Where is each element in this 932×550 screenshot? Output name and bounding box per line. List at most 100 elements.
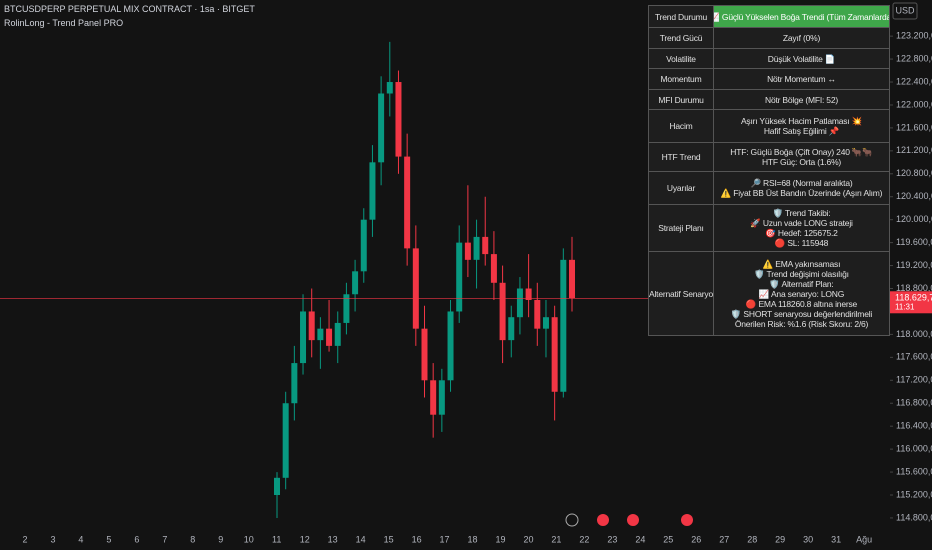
value-line: Nötr Bölge (MFI: 52)	[765, 94, 838, 105]
row-value: Nötr Bölge (MFI: 52)	[714, 90, 889, 109]
value-line: HTF Güç: Orta (1.6%)	[761, 157, 842, 167]
candle-body	[482, 236, 489, 255]
x-tick-label: 25	[663, 534, 673, 544]
price-axis-bg	[890, 0, 932, 550]
candle-body	[542, 317, 549, 329]
x-tick-label: 23	[607, 534, 617, 544]
panel-row: HTF Trend HTF: Güçlü Boğa (Çift Onay) 240…	[649, 142, 889, 171]
x-tick-label: 8	[190, 534, 195, 544]
value-line: 📈 Güçlü Yükselen Boğa Trendi (Tüm Zamanl…	[714, 11, 889, 22]
candle-body	[490, 254, 497, 283]
row-label: Momentum	[649, 69, 714, 89]
panel-row: Trend Durumu 📈 Güçlü Yükselen Boğa Trendi…	[649, 6, 889, 27]
row-value: Zayıf (0%)	[714, 28, 889, 48]
candle-body	[534, 299, 541, 329]
candle-body	[274, 477, 280, 496]
value-line: 🔎 RSI=68 (Normal aralıkta)	[750, 178, 853, 188]
y-tick-label: 118.800,0	[896, 283, 932, 293]
row-value: 📈 Güçlü Yükselen Boğa Trendi (Tüm Zamanl…	[714, 6, 889, 27]
candle-body	[343, 294, 350, 323]
candle-body	[412, 248, 419, 329]
x-tick-label: 4	[78, 534, 83, 544]
value-line: 🛡️ SHORT senaryosu değerlendirilmeli	[730, 308, 873, 319]
panel-row: Alternatif Senaryo ⚠️ EMA yakınsaması 🛡️ T…	[649, 251, 889, 335]
currency-box[interactable]	[892, 2, 918, 20]
y-tick-label: 121.600,0	[896, 122, 932, 132]
x-tick-label: 20	[523, 534, 533, 544]
row-value: Aşırı Yüksek Hacim Patlaması 💥 Hafif Satı…	[714, 110, 889, 142]
row-value: Düşük Volatilite 📄	[714, 49, 889, 68]
candle-body	[508, 317, 515, 341]
value-line: 🎯 Hedef: 125675.2	[765, 228, 838, 238]
x-tick-label: 2	[22, 534, 27, 544]
y-tick-label: 120.400,0	[896, 191, 932, 201]
x-tick-label: 17	[440, 534, 450, 544]
x-tick-label: 10	[244, 534, 254, 544]
y-tick-label: 115.600,0	[896, 466, 932, 476]
candle-body	[569, 259, 575, 299]
candle-body	[551, 317, 558, 392]
current-price-box	[890, 291, 932, 314]
panel-row: Hacim Aşırı Yüksek Hacim Patlaması 💥 Hafif…	[649, 109, 889, 142]
candle-body	[326, 328, 333, 346]
candle-body	[499, 282, 506, 341]
x-tick-label: Ağu	[856, 534, 872, 544]
value-line: 📈 Ana senaryo: LONG	[758, 288, 845, 299]
x-tick-label: 13	[328, 534, 338, 544]
candle-body	[456, 242, 463, 312]
y-tick-label: 120.800,0	[896, 168, 932, 178]
value-line: Hafif Satış Eğilimi 📌	[763, 126, 840, 136]
x-tick-label: 12	[300, 534, 310, 544]
panel-row: Momentum Nötr Momentum ↔	[649, 68, 889, 89]
row-label: Alternatif Senaryo	[649, 252, 714, 335]
x-tick-label: 14	[356, 534, 366, 544]
value-line: ⚠️ Fiyat BB Üst Bandın Üzerinde (Aşırı A…	[720, 188, 883, 198]
x-tick-label: 6	[134, 534, 139, 544]
x-tick-label: 19	[495, 534, 505, 544]
candle-body	[360, 219, 367, 272]
x-tick-label: 29	[775, 534, 785, 544]
candle-body	[421, 328, 428, 381]
candle-body	[334, 322, 341, 346]
panel-row: Trend Gücü Zayıf (0%)	[649, 27, 889, 48]
candle-body	[430, 380, 437, 415]
y-tick-label: 123.200,0	[896, 31, 932, 41]
row-label: HTF Trend	[649, 143, 714, 171]
x-tick-label: 15	[384, 534, 394, 544]
row-label: Trend Gücü	[649, 28, 714, 48]
candle-body	[447, 311, 454, 381]
value-line: HTF: Güçlü Boğa (Çift Onay) 240 🐂🐂	[730, 147, 873, 157]
current-price-label: 118.629,7	[895, 293, 932, 303]
panel-row: Volatilite Düşük Volatilite 📄	[649, 48, 889, 68]
currency[interactable]: USD	[895, 5, 915, 15]
y-tick-label: 114.800,0	[896, 512, 932, 522]
event-icons[interactable]	[565, 513, 693, 527]
y-tick-label: 122.400,0	[896, 76, 932, 86]
value-line: Nötr Momentum ↔	[767, 74, 836, 84]
y-tick-label: 119.200,0	[896, 260, 932, 270]
value-line: Aşırı Yüksek Hacim Patlaması 💥	[740, 116, 863, 126]
candle-body	[378, 93, 385, 163]
x-tick-label: 21	[551, 534, 561, 544]
candle-body	[291, 363, 298, 404]
value-line: 🛡️ Alternatif Plan:	[769, 278, 834, 289]
candle-body	[404, 156, 411, 249]
row-label: Uyarılar	[649, 172, 714, 204]
y-tick-label: 117.200,0	[896, 375, 932, 385]
candle-body	[352, 271, 359, 295]
symbol-title[interactable]: BTCUSDPERP PERPETUAL MIX CONTRACT · 1sa …	[4, 4, 255, 14]
x-tick-label: 11	[272, 534, 281, 544]
candle-body	[473, 236, 480, 260]
candle-body	[308, 311, 315, 341]
x-tick-label: 27	[719, 534, 729, 544]
indicator-title[interactable]: RolinLong - Trend Panel PRO	[4, 18, 124, 28]
x-tick-label: 18	[468, 534, 478, 544]
row-label: Strateji Planı	[649, 205, 714, 251]
row-label: Volatilite	[649, 49, 714, 68]
y-tick-label: 116.400,0	[896, 421, 932, 431]
panel-row: Strateji Planı 🛡️ Trend Takibi: 🚀 Uzun vad…	[649, 204, 889, 251]
x-tick-label: 24	[635, 534, 645, 544]
value-line: 🛡️ Trend değişimi olasılığı	[754, 268, 849, 279]
countdown: 11:31	[895, 302, 915, 311]
